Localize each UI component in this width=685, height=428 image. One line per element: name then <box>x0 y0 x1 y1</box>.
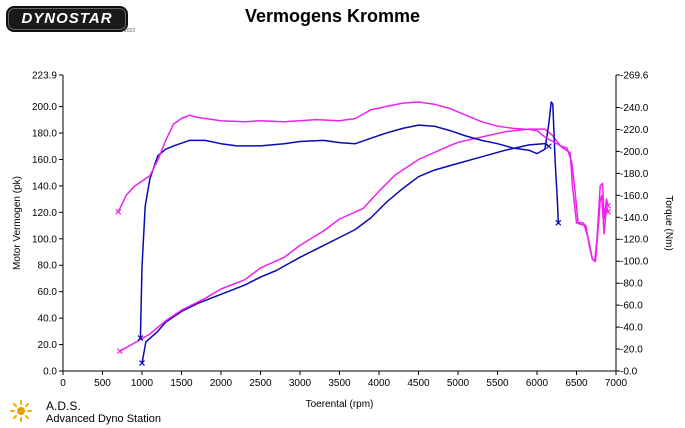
x-tick-label: 5500 <box>486 378 509 389</box>
x-tick-label: 2500 <box>249 378 272 389</box>
series-marker-torque_blue <box>137 335 144 341</box>
chart-title: Vermogens Kromme <box>244 6 421 26</box>
x-tick-label: 3500 <box>328 378 351 389</box>
chart-axes <box>59 74 620 375</box>
x-tick-label: 6000 <box>526 378 549 389</box>
series-marker-torque_magenta <box>115 208 122 215</box>
series-marker-torque_blue <box>555 219 562 226</box>
y-left-tick-label: 80.0 <box>38 261 58 272</box>
y-right-tick-label: -120.0 <box>620 235 649 246</box>
x-tick-label: 7000 <box>605 378 628 389</box>
ads-footer: A.D.S. Advanced Dyno Station <box>8 396 208 426</box>
series-marker-torque_magenta <box>605 208 612 215</box>
chart-labels: 0 500 1000 1500 2000 2500 3000 3500 4000 4500 5000… <box>12 71 674 411</box>
series-marker-power_magenta <box>116 348 123 355</box>
y-right-tick-label: -40.0 <box>620 323 643 334</box>
y-right-tick-label: -140.0 <box>620 213 649 224</box>
y-right-tick-label: -100.0 <box>620 257 649 268</box>
series-line-torque_blue <box>139 101 560 339</box>
x-axis-title: Toerental (rpm) <box>306 399 374 410</box>
logo-text: DYNOSTAR <box>21 10 113 27</box>
x-tick-label: 500 <box>94 378 111 389</box>
y-left-tick-label: 100.0 <box>32 234 57 245</box>
y-left-axis-title: Motor Vermogen (pk) <box>12 176 23 270</box>
ads-brand: A.D.S. <box>46 399 81 413</box>
y-right-tick-label: -0.0 <box>620 367 638 378</box>
y-left-tick-label: 223.9 <box>32 71 57 82</box>
x-tick-label: 5000 <box>447 378 470 389</box>
y-left-tick-label: 200.0 <box>32 102 57 113</box>
x-tick-label: 3000 <box>289 378 312 389</box>
y-right-tick-label: -200.0 <box>620 147 649 158</box>
y-right-tick-label: -20.0 <box>620 345 643 356</box>
y-right-tick-label: -60.0 <box>620 301 643 312</box>
y-right-tick-label: -220.0 <box>620 125 649 136</box>
x-tick-label: 0 <box>60 378 66 389</box>
y-left-tick-label: 120.0 <box>32 208 57 219</box>
ads-brand-subtitle: Advanced Dyno Station <box>46 413 161 425</box>
chart-series <box>115 101 612 366</box>
x-tick-label: 1000 <box>131 378 154 389</box>
y-right-tick-label: -240.0 <box>620 103 649 114</box>
y-left-tick-label: 60.0 <box>38 287 58 298</box>
x-tick-label: 1500 <box>170 378 193 389</box>
series-marker-power_blue <box>545 143 552 150</box>
x-tick-label: 2000 <box>210 378 233 389</box>
x-tick-label: 4000 <box>368 378 391 389</box>
series-line-power_magenta <box>119 128 609 352</box>
y-left-tick-label: 180.0 <box>32 129 57 140</box>
y-right-tick-label: -180.0 <box>620 169 649 180</box>
ads-sun-icon <box>10 400 32 422</box>
x-tick-label: 6500 <box>565 378 588 389</box>
y-left-tick-label: 20.0 <box>38 340 58 351</box>
series-line-power_blue <box>141 142 550 364</box>
y-right-tick-label: -160.0 <box>620 191 649 202</box>
y-right-axis-title: Torque (Nm) <box>663 195 674 251</box>
y-left-tick-label: 40.0 <box>38 314 58 325</box>
series-line-torque_magenta <box>117 101 609 262</box>
y-right-tick-label: -269.6 <box>620 71 649 82</box>
logo-subtext: 2023 <box>124 28 136 34</box>
y-left-tick-label: 0.0 <box>43 367 57 378</box>
dynostar-logo: DYNOSTAR <box>6 6 128 32</box>
y-left-tick-label: 160.0 <box>32 155 57 166</box>
y-left-tick-label: 140.0 <box>32 181 57 192</box>
series-marker-power_blue <box>139 360 145 366</box>
x-tick-label: 4500 <box>407 378 430 389</box>
y-right-tick-label: -80.0 <box>620 279 643 290</box>
